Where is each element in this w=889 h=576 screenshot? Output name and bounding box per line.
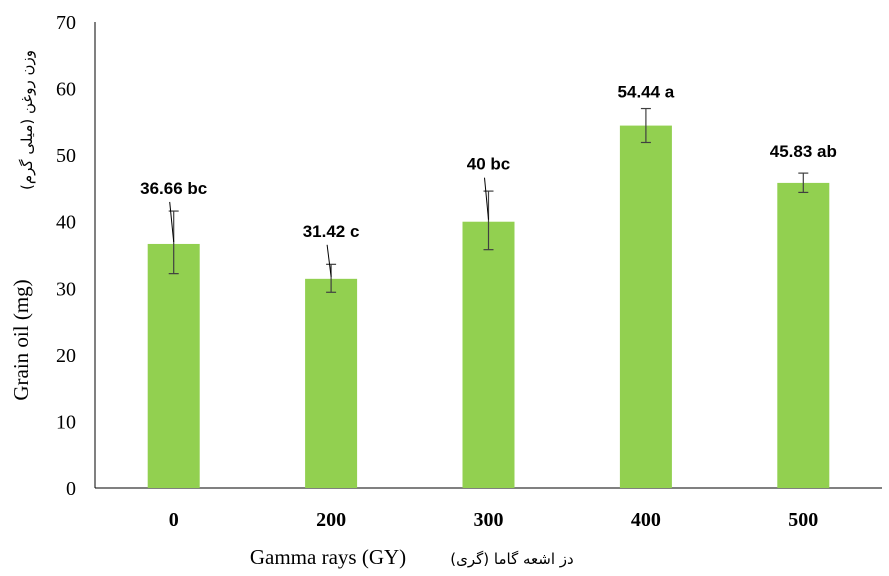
x-axis-title: Gamma rays (GY) xyxy=(250,545,406,569)
y-axis-title: Grain oil (mg) xyxy=(9,279,33,400)
y-tick-label: 10 xyxy=(56,411,76,433)
x-category-label: 0 xyxy=(169,509,179,531)
data-label-leader xyxy=(169,201,175,242)
y-tick-label: 60 xyxy=(56,79,76,101)
data-label: 31.42 c xyxy=(303,222,360,241)
x-category-label: 200 xyxy=(316,509,346,531)
x-category-label: 400 xyxy=(631,509,661,531)
error-bars-group xyxy=(168,107,809,293)
data-label-leader xyxy=(326,244,332,277)
data-label: 45.83 ab xyxy=(770,142,837,161)
y-axis-title-persian: وزن روغن (میلی گرم) xyxy=(18,50,36,190)
x-category-labels: 0 200 300 400 500 xyxy=(169,509,819,531)
bars-group xyxy=(147,125,830,488)
y-tick-label: 40 xyxy=(56,212,76,234)
data-label: 40 bc xyxy=(467,155,510,174)
data-label: 36.66 bc xyxy=(140,179,207,198)
y-tick-label: 20 xyxy=(56,345,76,367)
x-axis-title-persian: دز اشعه گاما (گری) xyxy=(450,550,573,568)
data-labels-group: 36.66 bc 31.42 c 40 bc 54.44 a 45.83 ab xyxy=(140,83,837,277)
y-tick-label: 70 xyxy=(56,12,76,34)
data-label-leader xyxy=(484,177,489,220)
x-category-label: 500 xyxy=(788,509,818,531)
y-tick-label: 0 xyxy=(66,478,76,500)
x-category-label: 300 xyxy=(474,509,504,531)
bar xyxy=(147,243,200,488)
bar xyxy=(462,221,515,488)
y-tick-label: 50 xyxy=(56,145,76,167)
y-tick-labels: 0 10 20 30 40 50 60 70 xyxy=(56,12,76,500)
bar xyxy=(777,182,830,488)
bar xyxy=(619,125,672,488)
data-label: 54.44 a xyxy=(618,83,675,102)
bar xyxy=(305,278,358,488)
y-tick-label: 30 xyxy=(56,278,76,300)
